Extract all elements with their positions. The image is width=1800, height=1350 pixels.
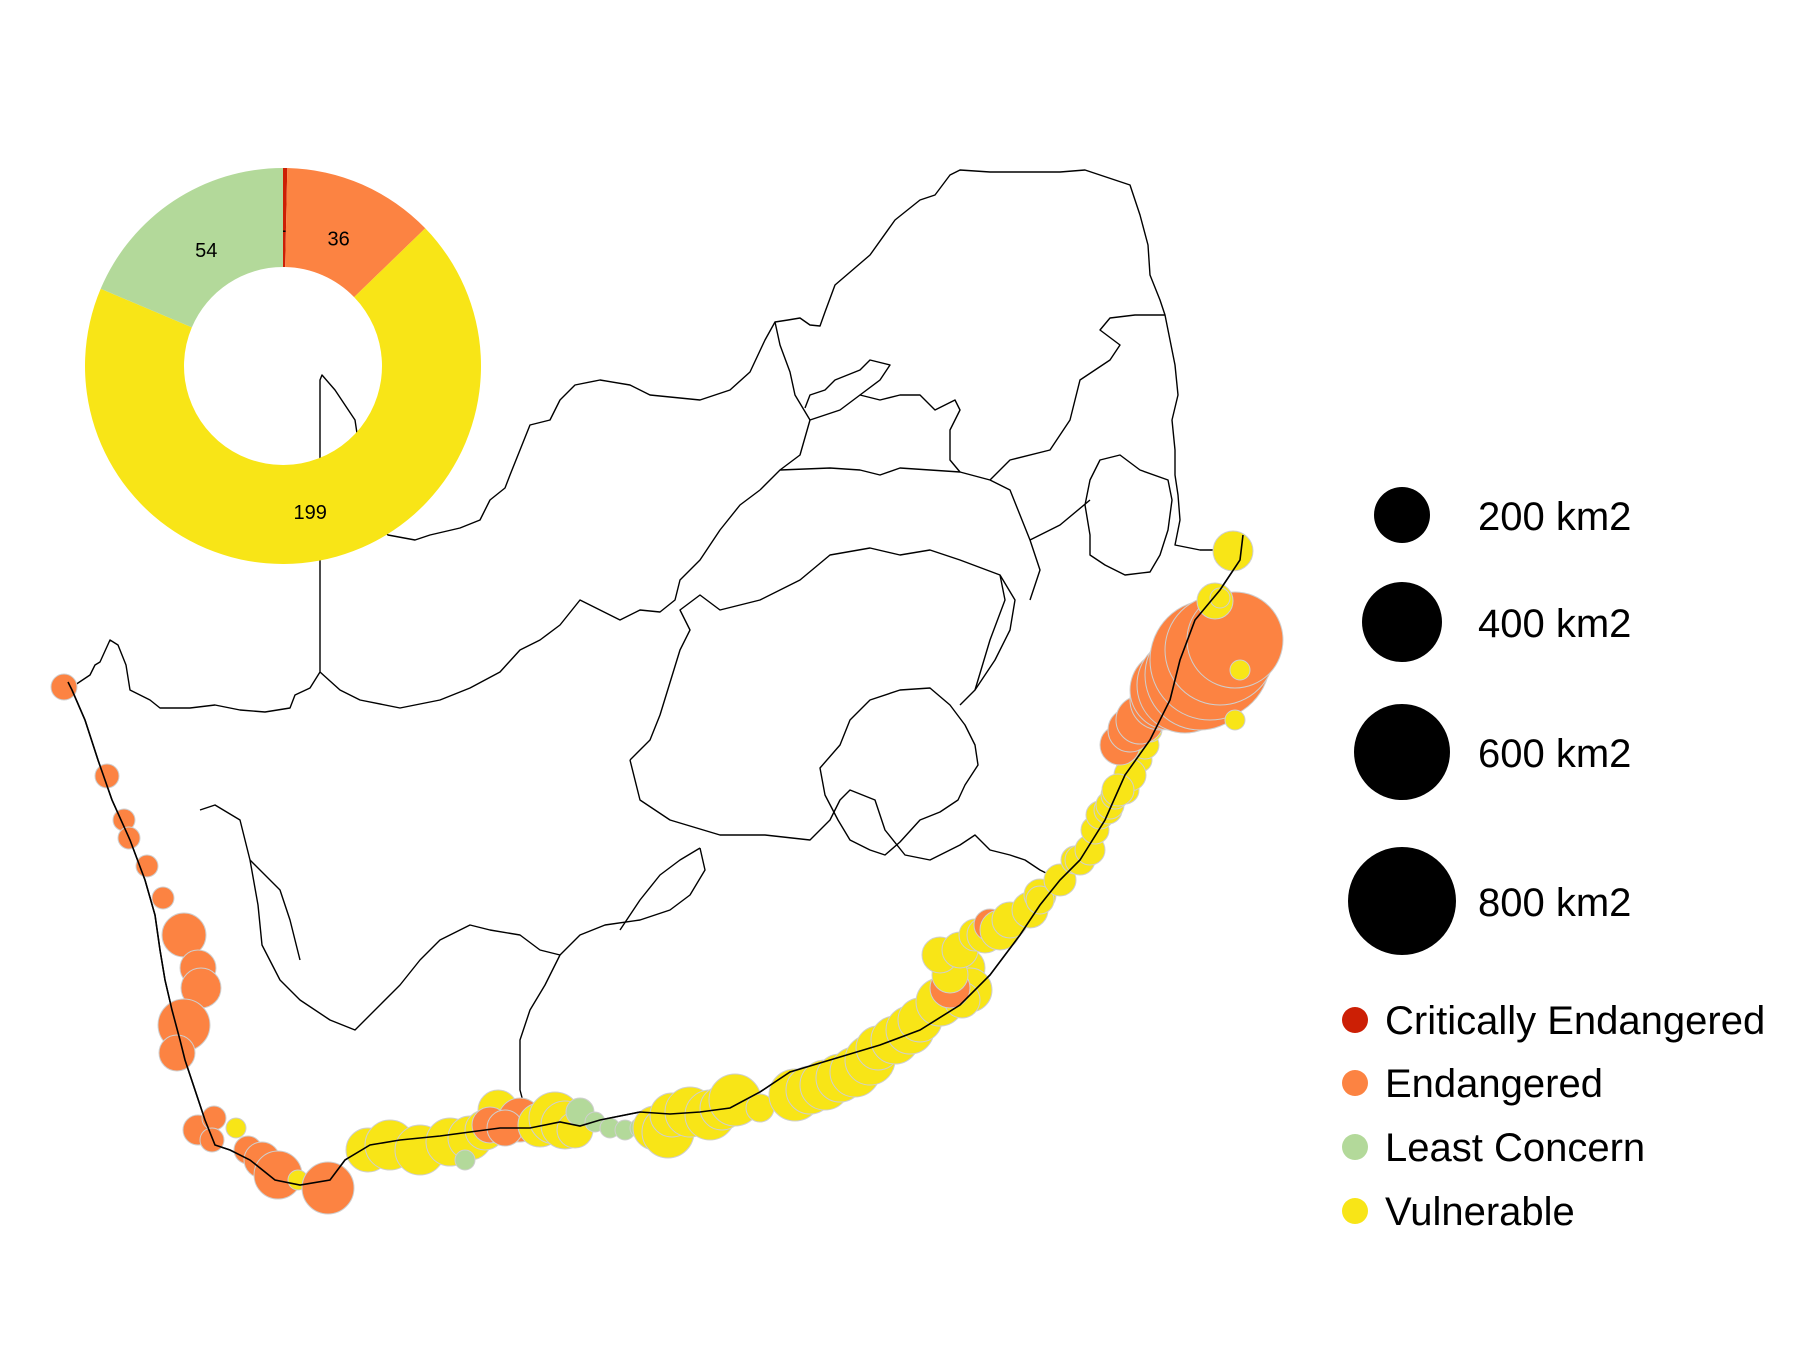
legend-key-vulnerable (1342, 1198, 1368, 1224)
legend-label: Endangered (1385, 1062, 1603, 1106)
legend-label: Vulnerable (1385, 1190, 1575, 1234)
eswatini-outline (1084, 454, 1173, 576)
donut-slice-endangered (285, 168, 426, 298)
size-legend: 200 km2 400 km2 600 km2 800 km2 (1348, 487, 1631, 955)
size-legend-label: 600 km2 (1478, 732, 1631, 776)
site-bubble (1209, 587, 1231, 609)
site-bubble (1212, 530, 1254, 572)
province-boundary (779, 394, 961, 473)
donut-slice-vulnerable (84, 228, 481, 564)
size-legend-symbol-400 (1362, 582, 1442, 662)
size-legend-label: 200 km2 (1478, 495, 1631, 539)
site-bubble (199, 1127, 225, 1153)
site-bubble (1229, 659, 1251, 681)
legend-key-endangered (1342, 1070, 1368, 1096)
province-boundary (1029, 499, 1091, 541)
province-boundary (759, 467, 1041, 601)
province-boundary (619, 847, 701, 931)
site-bubble (1025, 885, 1055, 915)
province-boundary (774, 321, 811, 421)
site-bubble (201, 1105, 227, 1131)
site-bubble (158, 1034, 196, 1072)
site-bubble (151, 886, 175, 910)
site-bubble (1224, 709, 1246, 731)
province-boundary (804, 359, 891, 409)
donut-value-label: 36 (327, 229, 349, 251)
site-bubble (301, 1161, 355, 1215)
size-legend-label: 800 km2 (1478, 881, 1631, 925)
size-legend-label: 400 km2 (1478, 602, 1631, 646)
lesotho-outline (819, 687, 979, 856)
legend-key-least-concern (1342, 1134, 1368, 1160)
color-legend: Critically Endangered Endangered Least C… (1342, 999, 1765, 1234)
donut-slice-critically-endangered (283, 168, 288, 268)
site-bubble (50, 673, 78, 701)
legend-label: Least Concern (1385, 1126, 1645, 1170)
legend-key-critically-endangered (1342, 1007, 1368, 1033)
status-donut-chart: 13619954 (84, 168, 481, 564)
size-legend-symbol-600 (1354, 704, 1450, 800)
site-bubble (225, 1117, 247, 1139)
province-boundary (199, 804, 561, 1031)
south-africa-map (67, 169, 1244, 1186)
province-boundary (319, 489, 761, 709)
legend-label: Critically Endangered (1385, 999, 1765, 1043)
donut-value-label: 54 (195, 240, 217, 262)
country-outline (67, 169, 1244, 1186)
donut-value-label: 199 (294, 502, 327, 524)
coastline (67, 534, 1244, 1186)
province-boundary (974, 574, 1006, 691)
donut-slice-least-concern (100, 168, 283, 328)
province-boundary (989, 314, 1165, 481)
size-legend-symbol-200 (1374, 487, 1430, 543)
size-legend-symbol-800 (1348, 847, 1456, 955)
site-bubble (454, 1149, 476, 1171)
province-boundary (629, 547, 1016, 761)
province-boundary (519, 847, 706, 1129)
province-boundary (629, 759, 1061, 881)
province-boundary (249, 859, 301, 961)
coastal-bubbles (50, 530, 1284, 1215)
